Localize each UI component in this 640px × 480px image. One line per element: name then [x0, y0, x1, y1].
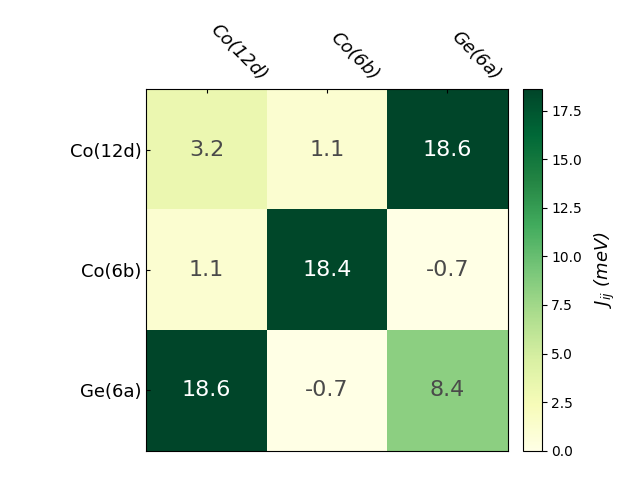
Text: 1.1: 1.1	[189, 260, 224, 280]
Text: 1.1: 1.1	[309, 140, 344, 159]
Text: 3.2: 3.2	[189, 140, 224, 159]
Text: 8.4: 8.4	[430, 381, 465, 400]
Text: -0.7: -0.7	[305, 381, 349, 400]
Text: 18.4: 18.4	[302, 260, 352, 280]
Y-axis label: $J_{ij}$ (meV): $J_{ij}$ (meV)	[593, 232, 618, 308]
Text: 18.6: 18.6	[182, 381, 231, 400]
Text: -0.7: -0.7	[426, 260, 469, 280]
Text: 18.6: 18.6	[423, 140, 472, 159]
